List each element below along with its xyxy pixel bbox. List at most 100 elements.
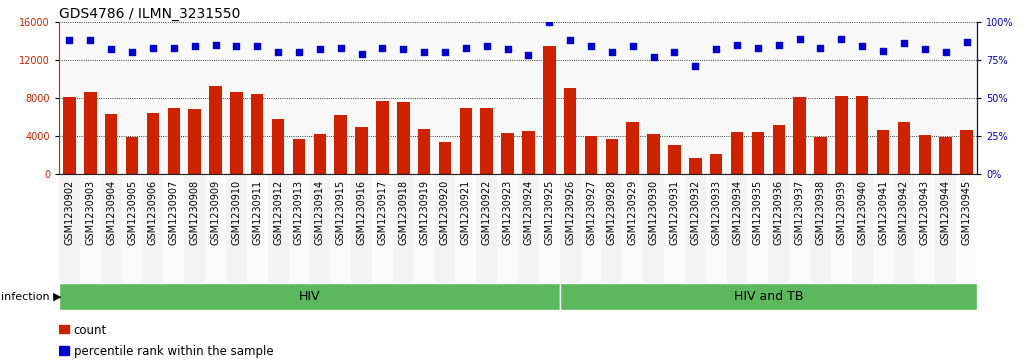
Bar (105, 114, 117, 174)
Bar (314, 134, 326, 174)
Point (958, 39, 975, 45)
Text: GSM1230904: GSM1230904 (107, 180, 116, 245)
Point (625, 43, 641, 49)
Text: GSM1230931: GSM1230931 (669, 180, 680, 245)
Bar (59, 283, 559, 310)
Text: GSM1230922: GSM1230922 (482, 180, 492, 245)
Bar (539, 174, 559, 283)
Point (123, 49, 140, 55)
Bar (794, 97, 806, 174)
Point (269, 49, 286, 55)
Bar (330, 174, 351, 283)
Bar (59, 325, 69, 333)
Point (750, 45, 767, 50)
Text: GSM1230914: GSM1230914 (315, 180, 325, 245)
Bar (121, 174, 143, 283)
Text: GSM1230943: GSM1230943 (920, 180, 929, 245)
Bar (580, 174, 602, 283)
Text: GSM1230903: GSM1230903 (85, 180, 95, 245)
Bar (518, 174, 539, 283)
Point (207, 42, 224, 48)
Text: percentile rank within the sample: percentile rank within the sample (74, 345, 274, 358)
Text: GSM1230917: GSM1230917 (377, 180, 387, 245)
Bar (648, 134, 660, 174)
Point (812, 45, 829, 50)
Bar (810, 174, 831, 283)
Bar (477, 174, 497, 283)
Point (792, 36, 808, 41)
Point (708, 46, 724, 52)
Point (374, 45, 391, 50)
Bar (251, 94, 263, 174)
Bar (100, 174, 121, 283)
Point (854, 43, 870, 49)
Text: GSM1230923: GSM1230923 (502, 180, 513, 245)
Bar (689, 158, 701, 174)
Text: GSM1230902: GSM1230902 (64, 180, 75, 245)
Bar (310, 174, 330, 283)
Text: GSM1230937: GSM1230937 (795, 180, 805, 245)
Bar (434, 174, 456, 283)
Point (499, 46, 516, 52)
Bar (189, 110, 201, 174)
Text: GSM1230929: GSM1230929 (628, 180, 638, 245)
Bar (730, 132, 743, 174)
Bar (226, 174, 247, 283)
Bar (710, 154, 722, 174)
Text: GSM1230934: GSM1230934 (732, 180, 742, 245)
Bar (897, 122, 911, 174)
Bar (164, 174, 184, 283)
Bar (84, 92, 96, 174)
Text: GSM1230921: GSM1230921 (461, 180, 470, 245)
Bar (643, 174, 664, 283)
Point (415, 49, 432, 55)
Bar (814, 137, 827, 174)
Point (249, 43, 265, 49)
Bar (501, 133, 514, 174)
Bar (936, 174, 956, 283)
Text: HIV and TB: HIV and TB (733, 290, 803, 303)
Bar (143, 174, 164, 283)
Bar (125, 137, 139, 174)
Text: GSM1230941: GSM1230941 (879, 180, 888, 245)
Point (145, 45, 162, 50)
Bar (288, 174, 310, 283)
Point (896, 40, 913, 46)
Point (291, 49, 308, 55)
Text: GSM1230927: GSM1230927 (586, 180, 596, 245)
Bar (267, 174, 288, 283)
Bar (773, 125, 785, 174)
Bar (748, 174, 769, 283)
Bar (205, 174, 226, 283)
Bar (856, 96, 868, 174)
Bar (418, 129, 430, 174)
Bar (59, 346, 69, 355)
Point (166, 45, 182, 50)
Point (353, 51, 370, 57)
Bar (726, 174, 748, 283)
Text: GSM1230944: GSM1230944 (941, 180, 951, 245)
Text: GSM1230910: GSM1230910 (231, 180, 241, 245)
Text: GSM1230945: GSM1230945 (961, 180, 972, 245)
Text: GSM1230926: GSM1230926 (566, 180, 575, 245)
Point (833, 36, 850, 41)
Bar (522, 131, 535, 174)
Bar (335, 115, 347, 174)
Bar (769, 174, 789, 283)
Bar (606, 139, 618, 174)
Text: GSM1230939: GSM1230939 (836, 180, 846, 245)
Point (582, 43, 599, 49)
Bar (960, 130, 973, 174)
Text: GSM1230930: GSM1230930 (649, 180, 659, 245)
Bar (602, 174, 623, 283)
Bar (919, 135, 931, 174)
Bar (956, 174, 977, 283)
Point (874, 48, 891, 54)
Bar (247, 174, 267, 283)
Bar (80, 174, 100, 283)
Text: GSM1230936: GSM1230936 (774, 180, 784, 245)
Point (479, 43, 495, 49)
Bar (623, 174, 643, 283)
Bar (293, 139, 306, 174)
Point (333, 45, 349, 50)
